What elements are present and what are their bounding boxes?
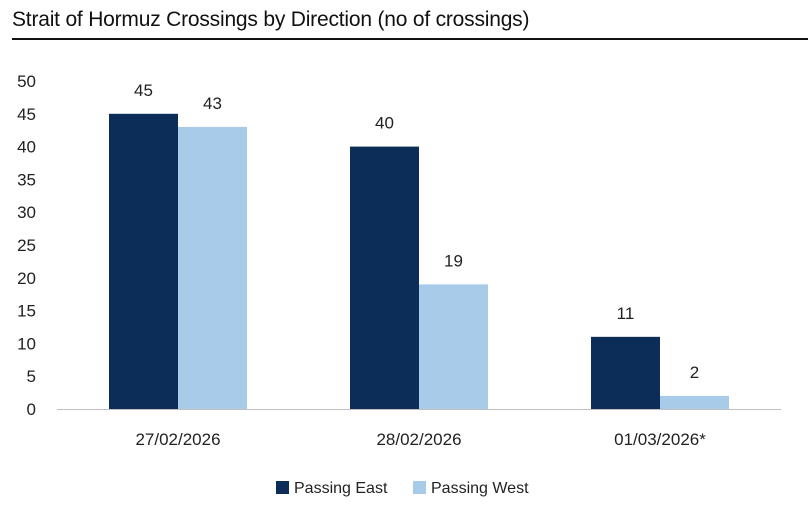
legend: Passing East Passing West bbox=[276, 480, 529, 497]
bars bbox=[109, 113, 729, 410]
legend-swatch bbox=[413, 481, 426, 494]
bar-passing-east bbox=[109, 113, 178, 410]
chart-title: Strait of Hormuz Crossings by Direction … bbox=[12, 8, 530, 31]
y-tick-label: 20 bbox=[17, 269, 36, 288]
data-label: 11 bbox=[617, 304, 635, 323]
data-labels: 45 43 40 19 11 2 bbox=[134, 81, 699, 382]
bar-passing-west bbox=[178, 126, 247, 410]
y-tick-label: 45 bbox=[17, 105, 36, 124]
legend-label: Passing West bbox=[431, 480, 529, 497]
data-label: 43 bbox=[203, 94, 222, 113]
y-tick-label: 15 bbox=[17, 302, 36, 321]
x-category-label: 28/02/2026 bbox=[376, 430, 461, 449]
x-category-label: 27/02/2026 bbox=[135, 430, 220, 449]
y-tick-label: 35 bbox=[17, 170, 36, 189]
bar-passing-west bbox=[419, 284, 488, 409]
x-category-label: 01/03/2026* bbox=[614, 430, 706, 449]
x-axis: 27/02/2026 28/02/2026 01/03/2026* bbox=[135, 430, 706, 449]
y-tick-label: 50 bbox=[17, 72, 36, 91]
y-tick-label: 40 bbox=[17, 138, 36, 157]
bar-passing-west bbox=[660, 395, 729, 409]
bar-passing-east bbox=[591, 336, 660, 409]
title-divider bbox=[12, 38, 808, 40]
data-label: 45 bbox=[134, 81, 153, 100]
y-tick-label: 0 bbox=[27, 400, 36, 419]
y-axis: 0 5 10 15 20 25 30 35 40 45 50 bbox=[17, 72, 36, 419]
data-label: 19 bbox=[444, 251, 463, 270]
y-tick-label: 25 bbox=[17, 236, 36, 255]
data-label: 2 bbox=[690, 363, 699, 382]
y-tick-label: 30 bbox=[17, 203, 36, 222]
legend-swatch bbox=[276, 481, 289, 494]
data-label: 40 bbox=[375, 114, 394, 133]
y-tick-label: 5 bbox=[27, 367, 36, 386]
y-tick-label: 10 bbox=[17, 334, 36, 353]
legend-label: Passing East bbox=[294, 480, 388, 497]
bar-passing-east bbox=[350, 146, 419, 409]
